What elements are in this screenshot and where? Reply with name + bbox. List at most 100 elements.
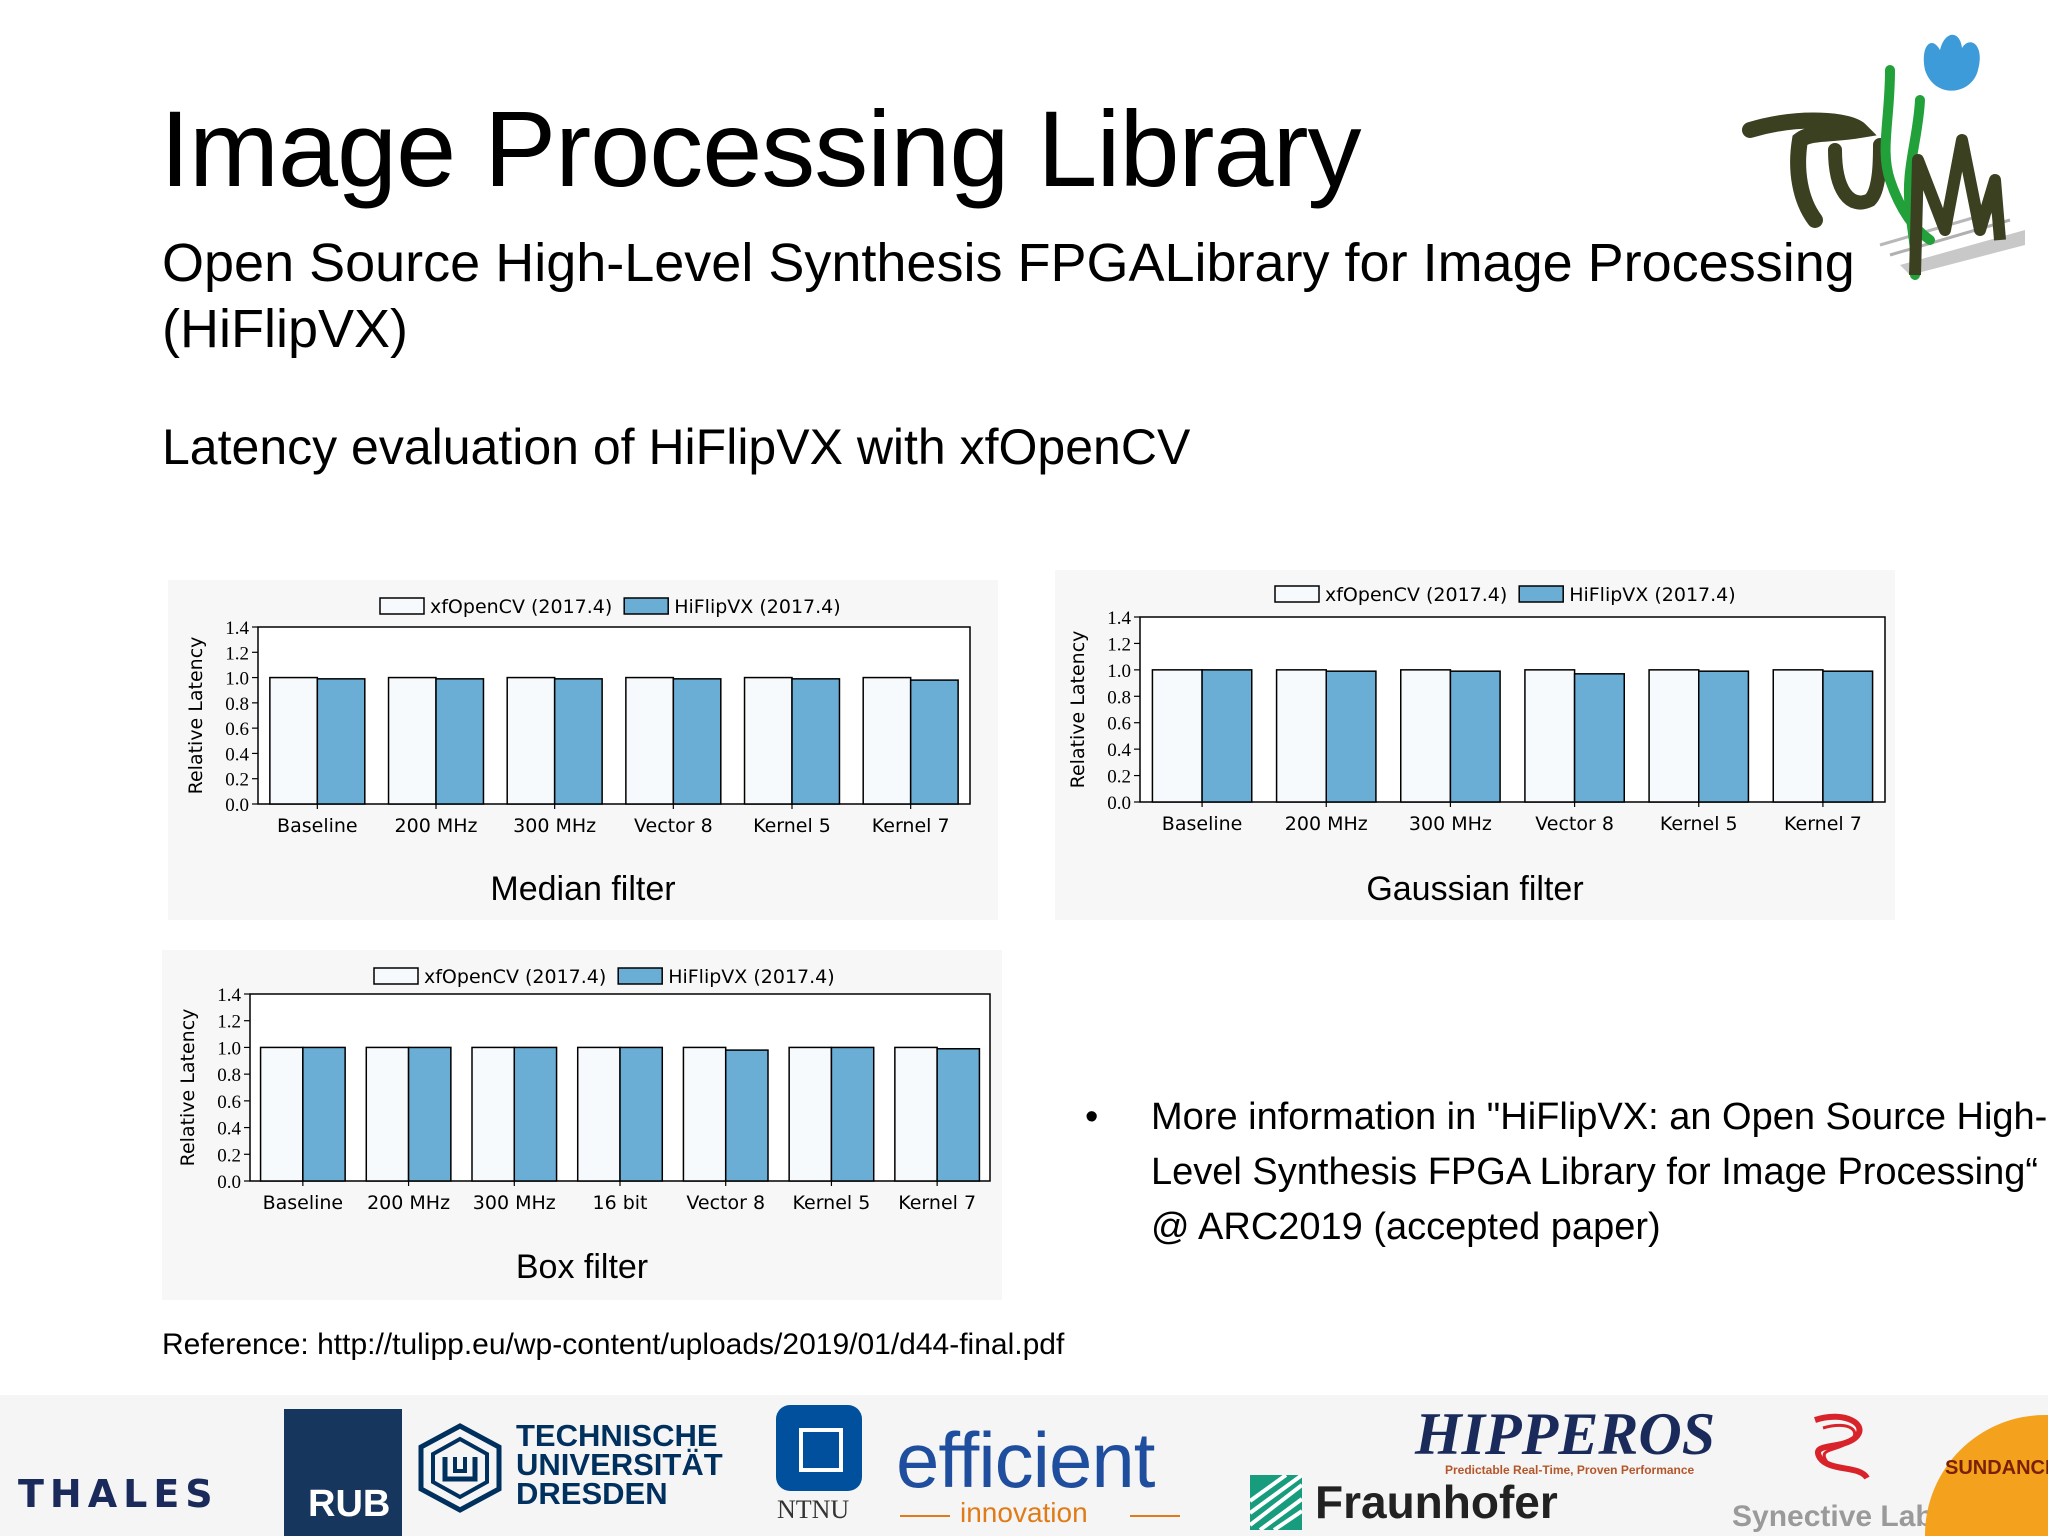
y-tick-label: 0.6 — [1107, 714, 1131, 735]
rub-logo-text: RUB — [308, 1483, 391, 1525]
bar-hiflipvx — [1449, 670, 1501, 803]
efficient-rule-left — [900, 1515, 950, 1517]
section-heading: Latency evaluation of HiFlipVX with xfOp… — [162, 419, 1191, 475]
synective-logo-icon — [1805, 1410, 1875, 1485]
slide-title: Image Processing Library — [160, 88, 1362, 209]
x-tick-label: 300 MHz — [473, 1192, 556, 1214]
y-tick-label: 0.2 — [225, 770, 249, 791]
legend-label: xfOpenCV (2017.4) — [424, 966, 606, 988]
x-tick-label: Kernel 7 — [872, 815, 950, 837]
bar-hiflipvx — [1201, 669, 1253, 803]
bar-xfopencv — [625, 676, 675, 805]
bar-xfopencv — [269, 676, 319, 805]
x-tick-label: Baseline — [263, 1192, 344, 1214]
bar-xfopencv — [1151, 669, 1203, 803]
x-tick-label: Kernel 7 — [1784, 813, 1862, 835]
y-axis-label: Relative Latency — [177, 1009, 199, 1167]
x-tick-label: Kernel 5 — [793, 1192, 871, 1214]
y-axis-label: Relative Latency — [1067, 631, 1089, 789]
x-tick-label: Baseline — [1162, 813, 1243, 835]
bar-hiflipvx — [1573, 673, 1625, 803]
plot-area — [257, 626, 971, 805]
bar-hiflipvx — [619, 1046, 664, 1182]
bar-xfopencv — [1275, 669, 1327, 803]
box-filter-title: Box filter — [515, 1248, 649, 1286]
sundance-logo-text: SUNDANCE — [1945, 1457, 2048, 1479]
x-tick-label: 16 bit — [592, 1192, 647, 1214]
bar-xfopencv — [862, 676, 912, 805]
thales-logo: THALES — [18, 1472, 219, 1516]
efficient-logo-text: efficient — [896, 1416, 1155, 1504]
y-tick-label: 1.2 — [225, 643, 249, 664]
y-tick-label: 1.2 — [1107, 634, 1131, 655]
bar-hiflipvx — [1325, 670, 1377, 803]
bar-hiflipvx — [316, 678, 366, 805]
gaussian-filter-title: Gaussian filter — [1366, 870, 1584, 908]
y-tick-label: 1.0 — [1107, 661, 1131, 682]
box-filter-chart: 0.0 0.2 0.4 0.6 0.8 1.0 1.2 1.4 Relative Latency… — [162, 950, 1002, 1300]
bar-xfopencv — [743, 676, 793, 805]
bar-xfopencv — [894, 1046, 938, 1182]
y-tick-label: 0.6 — [217, 1092, 241, 1113]
bar-xfopencv — [387, 676, 437, 805]
reference-text: Reference: http://tulipp.eu/wp-content/u… — [162, 1328, 1065, 1361]
x-tick-label: 200 MHz — [367, 1192, 450, 1214]
slide-subtitle: Open Source High-Level Synthesis FPGALib… — [162, 233, 1855, 359]
bar-hiflipvx — [909, 679, 959, 805]
legend-swatch — [373, 967, 419, 985]
gaussian-filter-chart-svg: 0.0 0.2 0.4 0.6 0.8 1.0 1.2 1.4 Relative Latency… — [1067, 584, 1886, 835]
ntnu-logo-icon — [776, 1405, 862, 1491]
bar-xfopencv — [1524, 669, 1576, 803]
bar-hiflipvx — [936, 1048, 981, 1182]
bar-xfopencv — [576, 1046, 621, 1182]
box-filter-chart-svg: 0.0 0.2 0.4 0.6 0.8 1.0 1.2 1.4 Relative Latency… — [177, 966, 991, 1214]
x-tick-label: Vector 8 — [634, 815, 713, 837]
x-tick-label: Vector 8 — [1535, 813, 1614, 835]
y-tick-label: 0.8 — [217, 1065, 241, 1086]
gaussian-filter-chart: 0.0 0.2 0.4 0.6 0.8 1.0 1.2 1.4 Relative Latency… — [1055, 570, 1895, 920]
y-tick-label: 0.0 — [217, 1172, 241, 1193]
median-filter-title: Median filter — [490, 870, 676, 908]
ntnu-logo-text: NTNU — [777, 1495, 850, 1524]
y-tick-label: 0.6 — [225, 719, 249, 740]
bar-hiflipvx — [1822, 670, 1874, 803]
legend-label: xfOpenCV (2017.4) — [1325, 584, 1507, 606]
synective-logo-text: Synective Labs — [1732, 1500, 1951, 1533]
bar-hiflipvx — [302, 1046, 346, 1182]
bar-xfopencv — [1648, 669, 1700, 803]
legend-swatch — [1518, 585, 1564, 603]
bullet-marker: • — [1085, 1096, 1099, 1138]
x-tick-label: Vector 8 — [686, 1192, 765, 1214]
tulipp-logo — [1740, 30, 2040, 280]
hipperos-logo-subtext: Predictable Real-Time, Proven Performanc… — [1445, 1463, 1695, 1477]
x-tick-label: Kernel 5 — [753, 815, 831, 837]
bar-xfopencv — [471, 1046, 516, 1182]
bar-xfopencv — [682, 1046, 727, 1182]
legend-swatch — [617, 967, 663, 985]
y-tick-label: 1.2 — [217, 1012, 241, 1033]
fraunhofer-logo-text: Fraunhofer — [1315, 1476, 1558, 1528]
legend-label: HiFlipVX (2017.4) — [1569, 584, 1735, 606]
x-tick-label: 200 MHz — [395, 815, 478, 837]
partner-logos-row: THALES RUB TECHNISCHE UNIVERSITÄT DRESDE… — [0, 1395, 2048, 1536]
bar-hiflipvx — [1698, 670, 1750, 803]
fraunhofer-logo-icon — [1248, 1473, 1304, 1532]
y-tick-label: 0.2 — [1107, 767, 1131, 788]
bar-hiflipvx — [830, 1046, 875, 1182]
bar-xfopencv — [365, 1046, 410, 1182]
tud-logo-text: TECHNISCHE UNIVERSITÄT DRESDEN — [516, 1418, 723, 1511]
x-tick-label: Baseline — [277, 815, 358, 837]
y-tick-label: 0.4 — [225, 744, 249, 765]
bar-xfopencv — [506, 676, 556, 805]
tulipp-logo-graphic — [1742, 34, 2025, 280]
y-axis-label: Relative Latency — [185, 637, 207, 795]
hipperos-logo-text: HIPPEROS — [1415, 1401, 1716, 1467]
median-filter-chart: 0.0 0.2 0.4 0.6 0.8 1.0 1.2 1.4 Relative Latency… — [168, 580, 998, 920]
bar-xfopencv — [1400, 669, 1452, 803]
y-tick-label: 0.4 — [1107, 740, 1131, 761]
bar-hiflipvx — [553, 678, 603, 805]
x-tick-label: Kernel 5 — [1660, 813, 1738, 835]
y-tick-label: 1.4 — [225, 618, 249, 639]
legend-swatch — [379, 597, 425, 615]
y-tick-label: 0.2 — [217, 1145, 241, 1166]
